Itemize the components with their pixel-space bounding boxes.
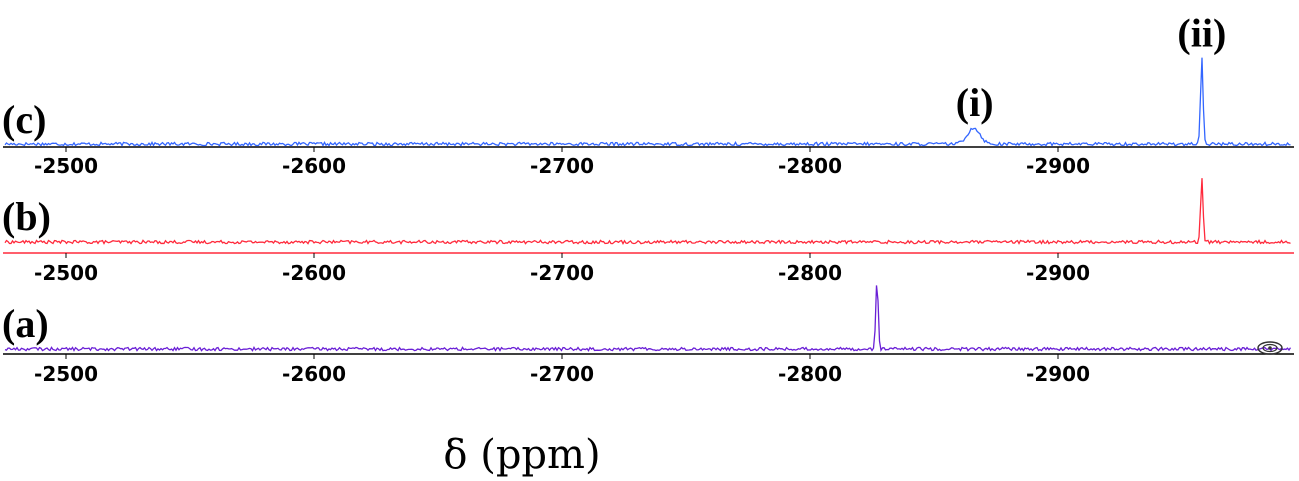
- x-tick-label: -2700: [530, 362, 594, 386]
- x-tick-label: -2900: [1026, 154, 1090, 178]
- panel-label: (b): [2, 194, 51, 239]
- peak-label: (i): [956, 80, 994, 125]
- x-tick-label: -2700: [530, 154, 594, 178]
- x-tick-label: -2800: [778, 362, 842, 386]
- x-tick-label: -2900: [1026, 362, 1090, 386]
- x-tick-label: -2600: [282, 362, 346, 386]
- x-tick-label: -2700: [530, 261, 594, 285]
- x-tick-label: -2500: [34, 154, 98, 178]
- x-tick-label: -2600: [282, 154, 346, 178]
- spectrum-panel: -2500 -2600 -2700 -2800 -2900 (c) (i) (ii): [2, 11, 1294, 178]
- panel-label: (a): [2, 301, 49, 346]
- watermark-logo-icon: [1257, 341, 1283, 355]
- x-tick-label: -2800: [778, 154, 842, 178]
- x-tick-label: -2500: [34, 362, 98, 386]
- spectrum-trace: [4, 57, 1291, 148]
- spectrum-panel: -2500 -2600 -2700 -2800 -2900 (b): [2, 178, 1294, 285]
- spectrum-trace: [4, 285, 1292, 352]
- x-tick-label: -2900: [1026, 261, 1090, 285]
- spectrum-panel: -2500 -2600 -2700 -2800 -2900 (a): [2, 285, 1294, 386]
- panel-label: (c): [2, 97, 46, 142]
- spectra-panels: -2500 -2600 -2700 -2800 -2900(c) (i)(ii)-2500…: [2, 11, 1294, 386]
- spectrum-trace: [4, 178, 1291, 246]
- x-tick-label: -2600: [282, 261, 346, 285]
- x-tick-label: -2500: [34, 261, 98, 285]
- x-axis-title: δ (ppm): [443, 432, 600, 478]
- x-tick-label: -2800: [778, 261, 842, 285]
- peak-label: (ii): [1177, 11, 1226, 56]
